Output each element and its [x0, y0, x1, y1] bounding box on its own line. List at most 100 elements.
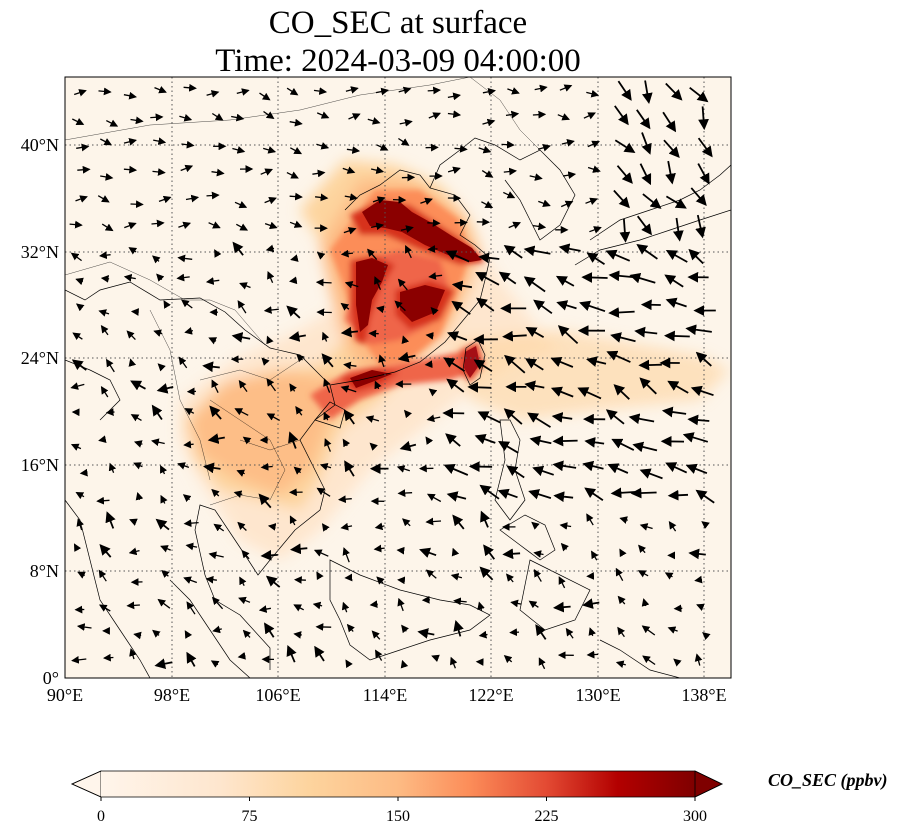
lat-tick-label: 24°N: [21, 348, 59, 368]
wind-vector: [369, 442, 378, 451]
wind-vector: [638, 359, 662, 371]
wind-vector: [205, 575, 217, 584]
wind-vector: [213, 523, 225, 532]
wind-vector: [426, 414, 441, 423]
colorbar-tick-label: 150: [386, 808, 410, 825]
wind-vector: [672, 217, 684, 242]
wind-vector: [205, 277, 220, 285]
wind-vector: [559, 522, 572, 530]
wind-vector: [587, 165, 601, 173]
wind-vector: [343, 227, 357, 235]
wind-vector: [510, 599, 522, 608]
wind-vector: [467, 381, 492, 393]
wind-vector: [77, 165, 91, 174]
wind-vector: [615, 660, 626, 668]
wind-vector: [617, 80, 632, 101]
wind-vector: [523, 245, 551, 257]
wind-vector: [208, 337, 218, 345]
wind-vector: [263, 306, 279, 314]
wind-vector: [628, 413, 655, 425]
wind-vector: [695, 214, 706, 239]
wind-vector: [581, 272, 608, 283]
wind-vector: [685, 324, 712, 336]
wind-vector: [184, 408, 195, 416]
wind-vector: [232, 241, 244, 256]
wind-vector: [289, 515, 297, 526]
wind-vector: [160, 494, 168, 504]
wind-vector: [560, 542, 569, 552]
wind-vector: [180, 164, 194, 173]
wind-vector: [553, 601, 571, 613]
wind-vector: [207, 433, 225, 444]
wind-vector: [123, 138, 137, 146]
wind-vector: [258, 493, 272, 509]
wind-vector: [613, 189, 630, 209]
wind-vector: [641, 132, 652, 155]
wind-vector: [450, 656, 458, 669]
wind-vector: [202, 361, 220, 373]
map-frame: [64, 76, 732, 679]
wind-vector: [342, 166, 356, 174]
wind-vector: [394, 300, 406, 312]
wind-vector: [425, 569, 437, 579]
wind-vector: [561, 138, 575, 147]
wind-vector: [261, 357, 270, 366]
wind-vector: [183, 519, 199, 528]
wind-vector: [99, 251, 111, 260]
wind-vector: [319, 462, 332, 471]
wind-vector: [454, 144, 468, 153]
wind-vector: [605, 249, 631, 262]
wind-vector: [232, 146, 246, 154]
wind-vector: [315, 193, 329, 202]
wind-vector: [529, 435, 552, 447]
wind-vector: [238, 380, 248, 392]
wind-vector: [619, 548, 627, 558]
wind-vector: [428, 272, 443, 280]
lat-tick-label: 0°: [43, 668, 59, 688]
wind-vector: [316, 111, 330, 119]
wind-vector: [483, 544, 496, 560]
wind-vector: [397, 278, 408, 291]
wind-vector: [263, 146, 277, 154]
wind-vector: [550, 386, 574, 398]
wind-vector: [208, 551, 224, 560]
wind-vector: [637, 570, 649, 578]
wind-vector: [425, 517, 442, 526]
wind-vector: [71, 655, 87, 664]
wind-vector: [178, 356, 188, 369]
wind-vector: [665, 195, 687, 209]
wind-vector: [234, 200, 248, 209]
wind-vector: [98, 569, 107, 582]
wind-vector: [664, 572, 674, 580]
wind-vector: [701, 521, 710, 529]
wind-vector: [370, 166, 385, 174]
wind-vector: [632, 441, 658, 453]
wind-vector: [634, 326, 658, 338]
wind-vector: [75, 303, 85, 312]
wind-vector: [665, 250, 688, 263]
colorbar-tick-label: 0: [97, 808, 105, 825]
wind-vector: [619, 218, 631, 243]
wind-vector: [664, 274, 684, 288]
wind-vector: [396, 546, 405, 555]
wind-vector: [608, 307, 635, 318]
lon-tick-label: 122°E: [468, 685, 513, 705]
wind-vector: [79, 468, 88, 477]
wind-vector: [613, 384, 630, 400]
wind-vector: [342, 438, 351, 448]
wind-vector: [370, 222, 385, 231]
wind-vector: [663, 139, 680, 158]
wind-vector: [479, 566, 494, 581]
wind-vector: [430, 306, 439, 316]
wind-vector: [286, 644, 297, 663]
wind-vector: [505, 573, 514, 583]
wind-vector: [479, 484, 500, 500]
wind-vector: [617, 595, 626, 605]
lon-tick-label: 130°E: [575, 685, 620, 705]
wind-vector: [340, 522, 353, 531]
wind-vector: [206, 191, 220, 200]
wind-vector: [665, 160, 676, 185]
colorbar-tick-label: 300: [683, 808, 707, 825]
wind-vector: [258, 605, 272, 613]
